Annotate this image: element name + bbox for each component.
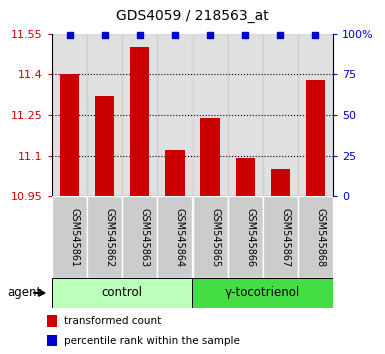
Text: percentile rank within the sample: percentile rank within the sample — [64, 336, 240, 346]
Text: agent: agent — [8, 286, 42, 299]
Bar — [271, 169, 290, 196]
Bar — [192, 34, 228, 196]
Bar — [87, 196, 122, 278]
Text: γ-tocotrienol: γ-tocotrienol — [225, 286, 300, 299]
Bar — [95, 96, 114, 196]
Text: GSM545863: GSM545863 — [140, 207, 150, 267]
Point — [137, 33, 143, 38]
Bar — [52, 196, 87, 278]
Bar — [201, 118, 220, 196]
Point — [242, 33, 248, 38]
Bar — [52, 34, 87, 196]
Bar — [298, 196, 333, 278]
Text: GSM545864: GSM545864 — [175, 207, 185, 267]
Point — [67, 33, 73, 38]
Bar — [60, 74, 79, 196]
Text: GSM545861: GSM545861 — [70, 207, 80, 267]
Bar — [87, 34, 122, 196]
Point — [102, 33, 108, 38]
Bar — [306, 80, 325, 196]
Text: GSM545868: GSM545868 — [315, 207, 325, 267]
Bar — [263, 34, 298, 196]
Text: GSM545866: GSM545866 — [245, 207, 255, 267]
Text: GSM545862: GSM545862 — [105, 207, 115, 267]
Bar — [263, 196, 298, 278]
Text: GSM545867: GSM545867 — [280, 207, 290, 267]
Bar — [157, 196, 192, 278]
Text: control: control — [102, 286, 143, 299]
Point — [277, 33, 283, 38]
Bar — [130, 47, 149, 196]
Bar — [236, 159, 255, 196]
Bar — [52, 278, 192, 308]
Bar — [228, 196, 263, 278]
Point — [312, 33, 318, 38]
Bar — [228, 34, 263, 196]
Bar — [165, 150, 184, 196]
Point — [172, 33, 178, 38]
Bar — [157, 34, 192, 196]
Bar — [192, 196, 228, 278]
Text: GDS4059 / 218563_at: GDS4059 / 218563_at — [116, 9, 269, 23]
Bar — [122, 34, 157, 196]
Bar — [122, 196, 157, 278]
Text: GSM545865: GSM545865 — [210, 207, 220, 267]
Bar — [192, 278, 333, 308]
Point — [207, 33, 213, 38]
Text: transformed count: transformed count — [64, 316, 162, 326]
Bar — [47, 335, 57, 346]
Bar — [298, 34, 333, 196]
Bar — [47, 315, 57, 327]
